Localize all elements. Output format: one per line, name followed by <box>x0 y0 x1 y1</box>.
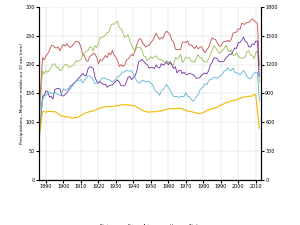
Line: Hiver: Hiver <box>39 37 259 140</box>
Total <box>165 108 168 111</box>
Total <box>257 127 261 130</box>
Automne <box>244 55 247 58</box>
Line: Total: Total <box>39 94 259 139</box>
Automne <box>179 53 182 56</box>
Eté <box>250 18 254 20</box>
Automne <box>116 20 119 23</box>
Printemps <box>244 71 247 74</box>
Total <box>242 96 245 98</box>
Hiver <box>244 40 247 43</box>
Printemps <box>48 91 51 94</box>
Hiver <box>165 61 168 64</box>
Line: Automne: Automne <box>39 21 259 125</box>
Total <box>37 138 41 140</box>
Automne <box>257 81 261 84</box>
Eté <box>223 40 226 43</box>
Printemps <box>165 83 168 86</box>
Line: Printemps: Printemps <box>39 68 259 139</box>
Hiver <box>257 75 261 78</box>
Total <box>48 110 51 113</box>
Eté <box>48 49 51 52</box>
Line: Eté: Eté <box>39 19 259 119</box>
Y-axis label: Précipitations - Moyenne mobile sur 10 ans (mm): Précipitations - Moyenne mobile sur 10 a… <box>20 43 24 144</box>
Printemps <box>257 99 261 102</box>
Automne <box>167 61 170 63</box>
Printemps <box>177 96 181 99</box>
Hiver <box>242 36 245 38</box>
Eté <box>37 117 41 120</box>
Eté <box>257 64 261 67</box>
Printemps <box>168 89 172 92</box>
Legend: Printemps, Eté, Automne, Hiver, Total: Printemps, Eté, Automne, Hiver, Total <box>92 223 200 225</box>
Printemps <box>226 67 230 69</box>
Total <box>177 107 181 110</box>
Hiver <box>37 139 41 141</box>
Total <box>223 102 226 105</box>
Automne <box>37 124 41 127</box>
Total <box>254 93 258 96</box>
Total <box>168 108 172 110</box>
Eté <box>165 30 168 32</box>
Hiver <box>223 59 226 62</box>
Hiver <box>177 69 181 72</box>
Automne <box>224 44 228 46</box>
Hiver <box>48 96 51 98</box>
Automne <box>48 68 51 71</box>
Eté <box>242 23 245 25</box>
Printemps <box>37 138 41 140</box>
Automne <box>170 62 174 65</box>
Eté <box>177 48 181 51</box>
Hiver <box>168 60 172 63</box>
Eté <box>168 34 172 36</box>
Printemps <box>223 70 226 72</box>
